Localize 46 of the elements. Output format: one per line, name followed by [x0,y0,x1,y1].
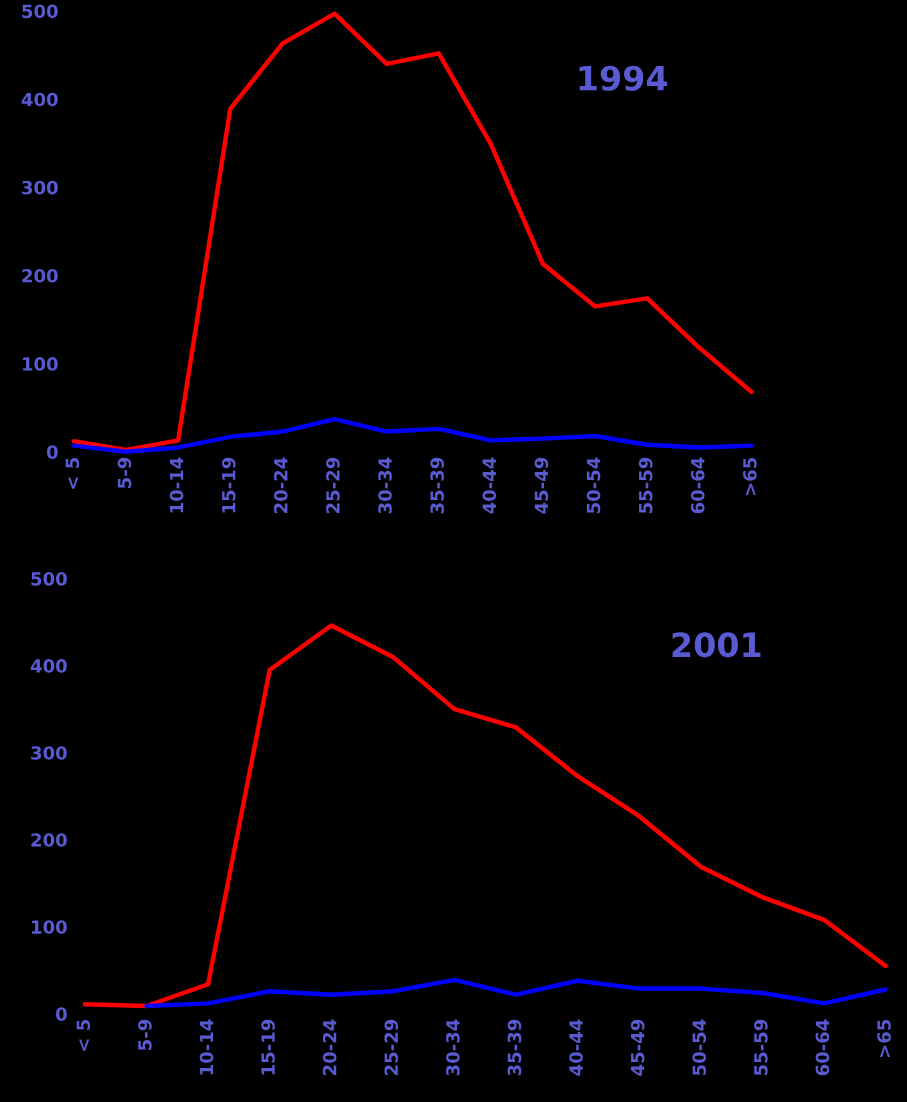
y-tick-label: 100 [32,920,67,934]
line-series [82,623,888,1009]
y-tick-label: 500 [31,572,67,586]
x-tick-label: >65 [743,457,757,496]
line-series [144,977,888,1009]
x-tick-label: 25-29 [384,1019,399,1076]
x-tick-label: 20-24 [273,457,288,513]
y-tick-label: 0 [46,445,58,459]
x-tick-label: 60-64 [815,1019,830,1076]
x-tick-label: 50-54 [692,1019,707,1076]
line-series [71,11,754,453]
x-tick-label: < 5 [65,457,80,489]
line-series [71,416,754,455]
y-tick-label: 300 [22,180,58,195]
x-tick-label: >65 [877,1019,891,1058]
y-tick-label: 300 [31,746,67,760]
x-tick-label: 40-44 [569,1019,583,1076]
x-tick-label: 20-24 [322,1019,337,1076]
x-tick-label: 5-9 [138,1019,152,1050]
x-tick-label: 30-34 [378,457,392,514]
annotation: 1994 [579,65,668,91]
x-tick-label: 30-34 [446,1019,460,1076]
y-tick-label: 100 [22,357,58,371]
x-tick-label: 45-49 [630,1019,645,1076]
x-tick-label: 15-19 [261,1019,275,1075]
x-tick-label: 45-49 [534,457,549,514]
y-tick-label: 500 [22,4,58,19]
x-tick-label: 40-44 [482,457,497,514]
x-tick-label: 10-14 [199,1019,214,1075]
x-tick-label: 55-59 [638,457,653,514]
x-tick-label: 25-29 [326,457,340,513]
y-tick-label: 200 [31,833,67,847]
x-tick-label: 15-19 [221,457,236,513]
x-tick-label: 35-39 [430,457,444,514]
x-tick-label: 50-54 [586,457,601,514]
x-tick-label: 35-39 [507,1019,522,1076]
x-tick-label: < 5 [76,1019,91,1051]
y-tick-label: 400 [21,92,58,107]
annotation: 2001 [672,632,761,658]
y-tick-label: 400 [30,659,67,673]
x-tick-label: 5-9 [117,457,132,488]
y-tick-label: 0 [56,1007,67,1021]
x-tick-label: 60-64 [690,457,705,514]
x-tick-label: 55-59 [754,1019,768,1076]
y-tick-label: 200 [22,268,58,283]
x-tick-label: 10-14 [169,457,184,513]
